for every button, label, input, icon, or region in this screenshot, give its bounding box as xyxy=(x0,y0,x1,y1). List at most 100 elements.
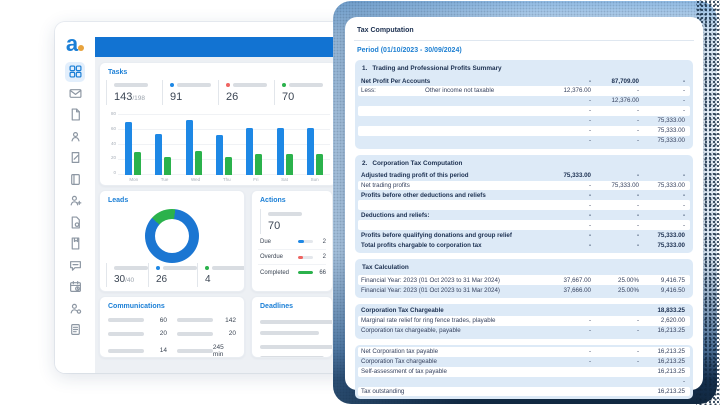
secondary-bar xyxy=(255,154,263,175)
tax-section: Net Corporation tax payable - -16,213.25 Co… xyxy=(355,344,693,400)
communication-row: 20 20 xyxy=(100,327,244,341)
actions-card: Actions 70 Due 2 Overdue 2 Completed 66 xyxy=(251,190,333,292)
cell-c3: 16,213.25 xyxy=(657,348,685,356)
table-row: Marginal rate relief for ring fence trad… xyxy=(358,315,690,326)
cell-c1: 37,666.00 xyxy=(563,286,591,294)
sidebar-item-contacts[interactable] xyxy=(65,126,85,146)
action-progress-fill xyxy=(298,271,313,274)
sidebar-item-file-text[interactable] xyxy=(65,320,85,340)
cell-c2: 87,709.00 xyxy=(611,77,639,85)
row-description: Marginal rate relief for ring fence trad… xyxy=(361,317,535,324)
x-tick-label: Sun xyxy=(310,177,319,182)
cell-c1: - xyxy=(588,201,591,209)
row-description: Net trading profits xyxy=(361,182,535,189)
action-row: Overdue 2 xyxy=(258,248,326,265)
actions-title: Actions xyxy=(260,197,286,204)
comm-placeholder-bar xyxy=(108,331,144,336)
stat-indicator xyxy=(114,265,148,271)
logo-dot-icon xyxy=(78,45,85,51)
row-label: Net trading profits xyxy=(361,182,410,189)
stat-value: 26 xyxy=(156,274,168,285)
cell-c1: - xyxy=(588,211,591,219)
cell-c2: 75,333.00 xyxy=(611,182,639,189)
comm-placeholder-bar xyxy=(177,331,213,336)
tax-sections: 1. Trading and Professional Profits Summa… xyxy=(354,60,694,400)
sidebar-item-dashboard[interactable] xyxy=(65,61,85,82)
stat-dot-icon xyxy=(226,83,230,87)
section-title: Corporation Tax Computation xyxy=(372,159,463,167)
primary-bar xyxy=(185,120,193,175)
bar-group xyxy=(125,122,142,175)
tasks-bar-chart: 80 60 40 20 0 Mon Tue Wed Thu Fri Sat Sun xyxy=(106,111,330,182)
row-description: Tax outstanding xyxy=(361,388,535,395)
row-description: Profits before other deductions and reli… xyxy=(361,192,535,199)
cell-c1: 12,376.00 xyxy=(563,87,591,95)
row-label: Tax outstanding xyxy=(361,388,405,395)
sidebar-item-bookmark-document[interactable] xyxy=(65,234,85,254)
action-label: Completed xyxy=(260,269,290,276)
actions-stat: 70 xyxy=(260,209,312,234)
leads-stats: 30/40 26 4 xyxy=(100,263,244,287)
stat-placeholder-bar xyxy=(114,83,148,87)
sidebar-item-document[interactable] xyxy=(65,105,85,125)
table-row: Profits before other deductions and reli… xyxy=(358,190,690,200)
secondary-bar xyxy=(134,152,142,175)
communication-row: 60 142 xyxy=(100,313,244,327)
cell-c3: - xyxy=(682,77,685,85)
table-row: Net trading profits - 75,333.00 75,333.00 xyxy=(358,180,690,191)
sidebar-item-mail[interactable] xyxy=(65,83,85,103)
stat-suffix: /40 xyxy=(125,277,135,284)
sidebar-item-edit-document[interactable] xyxy=(65,148,85,168)
chart-plot-area xyxy=(118,111,330,175)
stat-indicator xyxy=(170,82,218,88)
cell-c1: 37,667.00 xyxy=(563,276,591,284)
sidebar-item-report[interactable] xyxy=(65,212,85,232)
cell-c2: 12,376.00 xyxy=(611,97,639,105)
row-description: Net Profit Per Accounts xyxy=(361,78,535,85)
sidebar-item-ledger[interactable] xyxy=(65,169,85,189)
stat-dot-icon xyxy=(170,83,174,87)
stat-dot-icon xyxy=(205,266,209,270)
cell-c3: 16,213.25 xyxy=(657,327,685,335)
bar-group xyxy=(215,135,232,175)
cell-c3: - xyxy=(682,107,685,115)
table-row: Corporation tax chargeable, payable - - 16,… xyxy=(358,326,690,336)
sidebar-icon-list xyxy=(65,60,85,341)
sidebar-item-user-settings[interactable] xyxy=(65,298,85,318)
cell-c2: - xyxy=(636,221,639,229)
x-tick-label: Tue xyxy=(160,177,169,182)
row-description: Corporation tax chargeable, payable xyxy=(361,327,535,334)
row-label: Corporation tax chargeable, payable xyxy=(361,327,461,335)
x-tick-label: Mon xyxy=(129,177,139,182)
table-row: Tax outstanding 16,213.25 xyxy=(358,386,690,397)
bar-group xyxy=(306,128,323,175)
sidebar-item-calendar[interactable] xyxy=(65,277,85,297)
row-label: Profits before other deductions and reli… xyxy=(361,191,486,199)
stat-value: 26 xyxy=(226,91,239,103)
cell-c2: - xyxy=(636,87,639,95)
communications-rows: 60 142 20 20 14 245 min xyxy=(100,313,244,357)
y-tick-label: 40 xyxy=(110,140,116,146)
sidebar-item-add-user[interactable] xyxy=(65,191,85,211)
deadlines-bars xyxy=(252,320,332,357)
cell-c1: - xyxy=(588,117,591,125)
table-row: --- xyxy=(358,220,690,231)
table-row: Net Profit Per Accounts - 87,709.00 - xyxy=(358,76,690,86)
row-sublabel: Other income not taxable xyxy=(425,87,495,95)
bar-group xyxy=(246,128,263,175)
comm-placeholder-bar xyxy=(108,348,144,353)
comm-value: 60 xyxy=(159,316,167,324)
cell-c3: 16,213.25 xyxy=(657,358,685,366)
sidebar-item-chat[interactable] xyxy=(65,255,85,275)
table-row: --- xyxy=(358,200,690,211)
cell-c2: - xyxy=(636,317,639,325)
cell-c1: - xyxy=(588,221,591,229)
row-label: Corporation Tax chargeable xyxy=(361,358,437,366)
stat-placeholder-bar xyxy=(268,212,302,216)
tasks-title: Tasks xyxy=(108,69,128,76)
comm-value: 20 xyxy=(228,330,236,337)
section-header: Tax Calculation xyxy=(358,261,690,275)
y-tick-label: 80 xyxy=(110,111,116,116)
chat-icon xyxy=(69,260,81,271)
table-row: Total profits chargable to corporation t… xyxy=(358,240,690,250)
